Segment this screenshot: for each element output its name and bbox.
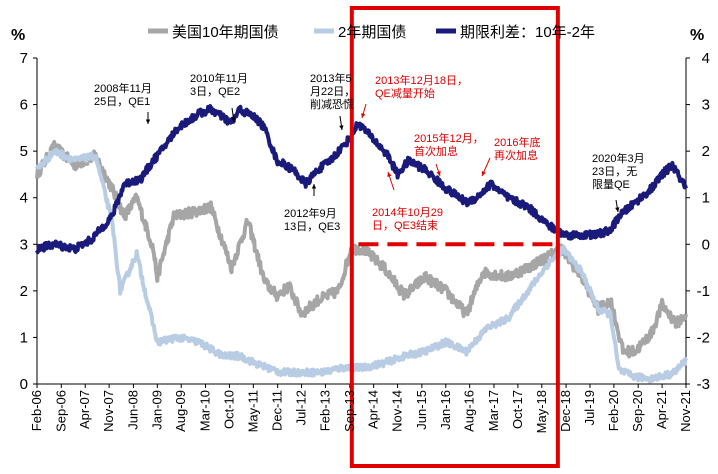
left-unit-label: %: [11, 27, 25, 44]
annotation-text: 再次加息: [494, 148, 538, 162]
series-line: [35, 140, 688, 359]
left-tick-label: 5: [20, 143, 28, 160]
x-tick-label: Apr-21: [654, 390, 669, 429]
annotation-text: 2008年11月: [94, 81, 152, 95]
annotation-text: 月22日，: [310, 86, 355, 98]
right-tick-label: 1: [702, 190, 710, 207]
series-line: [35, 104, 688, 255]
annotation-text: 3日，QE2: [190, 86, 240, 98]
x-tick-label: Aug-16: [462, 390, 477, 432]
x-tick-label: Mar-10: [198, 390, 213, 431]
left-tick-label: 2: [20, 283, 28, 300]
annotation-text: 25日，QE1: [94, 96, 150, 108]
x-tick-label: Oct-10: [221, 390, 236, 429]
x-tick-label: Jul-12: [294, 390, 309, 425]
annotation-text: 2012年9月: [284, 206, 337, 220]
annotation-text: 2020年3月: [592, 151, 645, 165]
x-tick-label: Jan-16: [438, 390, 453, 430]
series-line: [35, 147, 688, 384]
right-tick-label: 2: [702, 143, 710, 160]
x-tick-label: Nov-21: [678, 390, 693, 432]
annotation-text: 2014年10月29: [372, 205, 443, 219]
x-tick-label: Apr-14: [366, 390, 381, 429]
annotation-text: QE减量开始: [375, 86, 435, 100]
x-tick-label: Nov-14: [390, 390, 405, 432]
annotation-arrowhead: [145, 119, 151, 124]
annotation-arrowhead: [436, 171, 441, 176]
annotation-arrowhead: [231, 117, 236, 122]
x-tick-label: Apr-07: [77, 390, 92, 429]
x-tick-label: Mar-17: [486, 390, 501, 431]
x-tick-label: Jan-09: [149, 390, 164, 430]
legend-label: 2年期国债: [338, 24, 406, 41]
annotation-text: 限量QE: [592, 178, 630, 191]
right-tick-label: -1: [697, 283, 710, 300]
annotation-arrowhead: [361, 113, 366, 118]
legend-label: 期限利差：10年-2年: [460, 24, 595, 41]
x-tick-label: Jun-15: [414, 390, 429, 430]
annotation-arrowhead: [311, 184, 317, 189]
x-tick-label: May-11: [245, 390, 260, 432]
x-tick-label: Sep-13: [342, 390, 357, 432]
x-tick-label: Feb-13: [317, 390, 332, 431]
x-tick-label: Sep-20: [630, 390, 645, 432]
right-tick-label: 3: [702, 97, 710, 114]
x-tick-label: May-18: [534, 390, 549, 433]
legend-label: 美国10年期国债: [172, 24, 279, 41]
left-tick-label: 7: [20, 50, 28, 67]
left-tick-label: 6: [20, 97, 28, 114]
annotation-arrowhead: [481, 171, 486, 176]
right-unit-label: %: [690, 27, 704, 44]
x-tick-label: Oct-17: [510, 390, 525, 429]
x-tick-label: Sep-06: [53, 390, 68, 432]
annotation-text: 日，QE3结束: [372, 219, 438, 232]
annotation-arrowhead: [339, 125, 344, 130]
right-tick-label: -3: [697, 376, 710, 393]
left-tick-label: 3: [20, 236, 28, 253]
x-tick-label: Nov-07: [101, 390, 116, 432]
annotation-text: 削减恐慌: [310, 97, 354, 111]
annotation-text: 2013年12月18日，: [375, 73, 468, 87]
right-tick-label: -2: [697, 329, 710, 346]
x-tick-label: Dec-11: [270, 390, 285, 431]
left-tick-label: 0: [20, 376, 28, 393]
annotation-text: 13日，QE3: [284, 221, 340, 233]
left-tick-label: 4: [20, 190, 28, 207]
annotation-text: 首次加息: [414, 144, 458, 158]
annotation-text: 2015年12月，: [414, 131, 484, 145]
left-tick-label: 1: [20, 329, 28, 346]
highlight-box: [349, 6, 560, 468]
x-tick-label: Feb-20: [606, 390, 621, 431]
x-tick-label: Jun-08: [125, 390, 140, 430]
right-tick-label: 4: [702, 50, 710, 67]
annotation-text: 2010年11月: [190, 71, 248, 85]
x-tick-label: Dec-18: [558, 390, 573, 432]
x-tick-label: Aug-09: [173, 390, 188, 432]
annotation-arrowhead: [615, 207, 620, 212]
annotation-arrowhead: [387, 172, 392, 177]
x-tick-label: Feb-06: [29, 390, 44, 431]
annotation-text: 23日，无: [592, 166, 637, 178]
right-tick-label: 0: [702, 236, 710, 253]
annotation-text: 2016年底: [494, 135, 540, 149]
annotation-text: 2013年5: [310, 71, 352, 85]
x-tick-label: Jul-19: [582, 390, 597, 425]
